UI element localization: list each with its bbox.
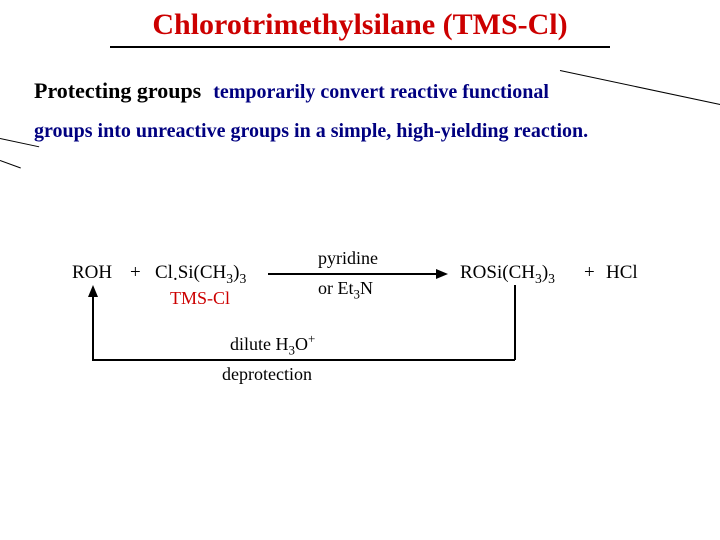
arrow-cond-top: pyridine bbox=[318, 248, 378, 269]
product-hcl: HCl bbox=[606, 262, 638, 284]
deprot-post: O bbox=[295, 334, 308, 354]
description-line-2: groups into unreactive groups in a simpl… bbox=[34, 120, 588, 143]
forward-arrow-head bbox=[436, 269, 448, 279]
deprot-cond-top: dilute H3O+ bbox=[230, 334, 315, 355]
cond-bot-pre: or Et bbox=[318, 278, 354, 298]
plus-2: + bbox=[584, 262, 595, 284]
arrow-cond-bottom: or Et3N bbox=[318, 278, 373, 299]
forward-arrow-line bbox=[268, 273, 438, 275]
plus-1: + bbox=[130, 262, 141, 284]
description-line-1: Protecting groups temporarily convert re… bbox=[34, 78, 549, 104]
diag-line-right bbox=[560, 70, 720, 108]
deprot-label: deprotection bbox=[222, 364, 312, 385]
title-underline bbox=[110, 46, 610, 48]
return-vline-left bbox=[92, 296, 94, 360]
tms-cl-label: TMS-Cl bbox=[170, 288, 230, 309]
page-title: Chlorotrimethylsilane (TMS-Cl) bbox=[0, 8, 720, 42]
product-rosi: ROSi(CH3)3 bbox=[460, 262, 555, 284]
deprot-pre: dilute H bbox=[230, 334, 289, 354]
prod-pre: ROSi(CH bbox=[460, 262, 535, 283]
lead-phrase: Protecting groups bbox=[34, 78, 201, 103]
deprot-sup: + bbox=[308, 331, 315, 346]
reaction-scheme: ROH + Cl.Si(CH3)3 TMS-Cl pyridine or Et3… bbox=[0, 230, 720, 430]
reactant-tmscl: Cl.Si(CH3)3 bbox=[155, 262, 246, 284]
prod-sub2: 3 bbox=[548, 271, 555, 286]
reactant-roh: ROH bbox=[72, 262, 112, 284]
return-hline bbox=[92, 359, 515, 361]
return-vline-right bbox=[514, 285, 516, 360]
tmscl-cl: Cl bbox=[155, 262, 173, 283]
prod-sub1: 3 bbox=[535, 271, 542, 286]
diag-line-left-2 bbox=[0, 160, 21, 168]
tmscl-sub2: 3 bbox=[239, 271, 246, 286]
cond-bot-post: N bbox=[360, 278, 373, 298]
return-arrow-head bbox=[88, 285, 98, 297]
rest-phrase-1: temporarily convert reactive functional bbox=[213, 81, 549, 103]
tmscl-si: Si(CH bbox=[178, 262, 227, 283]
